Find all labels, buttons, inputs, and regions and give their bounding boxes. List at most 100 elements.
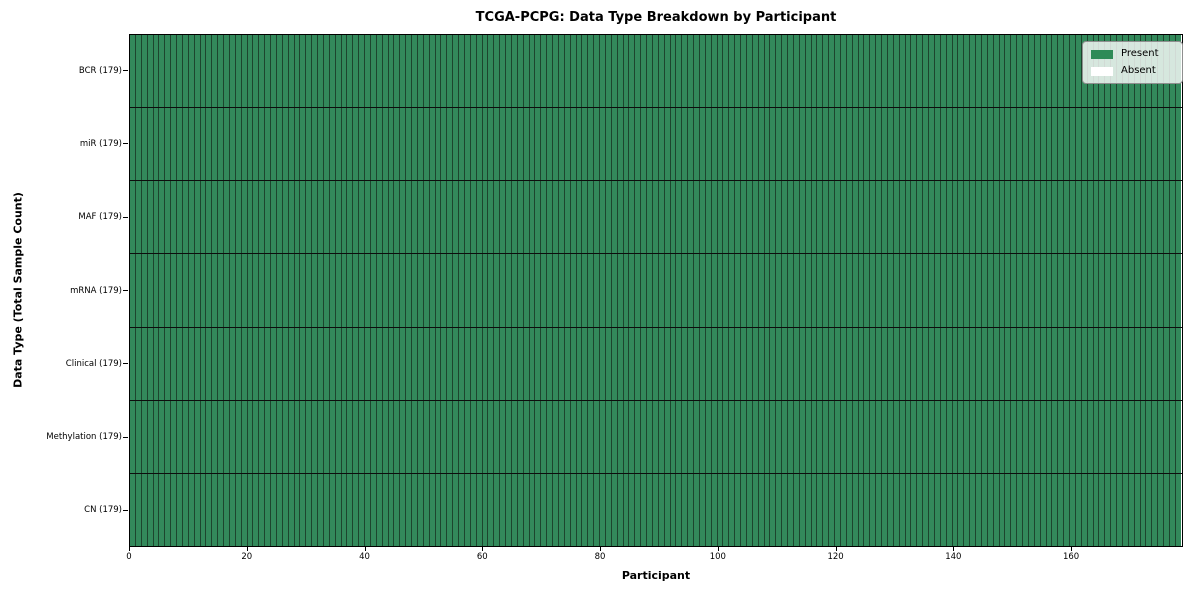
heatmap-cell <box>464 35 471 108</box>
heatmap-cell <box>1005 327 1012 400</box>
heatmap-cell <box>999 108 1006 181</box>
heatmap-cell <box>1093 327 1100 400</box>
heatmap-cell <box>576 400 583 473</box>
heatmap-cell <box>782 181 788 254</box>
heatmap-cell <box>177 327 183 400</box>
heatmap-cell <box>1122 327 1129 400</box>
heatmap-cell <box>893 327 900 400</box>
heatmap-cell <box>464 108 471 181</box>
heatmap-cell <box>147 327 154 400</box>
heatmap-cell <box>535 108 542 181</box>
heatmap-cell <box>300 473 307 546</box>
heatmap-cell <box>705 35 712 108</box>
heatmap-cell <box>464 181 471 254</box>
heatmap-cell <box>805 327 812 400</box>
heatmap-cell <box>271 181 277 254</box>
heatmap-cell <box>1134 254 1141 327</box>
heatmap-cell <box>611 327 618 400</box>
heatmap-cell <box>476 254 483 327</box>
heatmap-cell <box>341 108 348 181</box>
heatmap-cell <box>911 400 918 473</box>
heatmap-cell <box>934 327 941 400</box>
heatmap-cell <box>482 327 489 400</box>
heatmap-cell <box>688 400 694 473</box>
heatmap-cell <box>893 181 900 254</box>
heatmap-cell <box>529 327 536 400</box>
heatmap-cell <box>576 35 583 108</box>
heatmap-cell <box>1164 108 1170 181</box>
heatmap-cell <box>735 35 741 108</box>
legend-label: Present <box>1121 48 1159 59</box>
heatmap-cell <box>482 254 489 327</box>
heatmap-cell <box>664 327 671 400</box>
heatmap-cell <box>1164 254 1170 327</box>
heatmap-cell <box>682 254 689 327</box>
heatmap-cell <box>1169 473 1176 546</box>
heatmap-cell <box>1052 181 1059 254</box>
heatmap-cell <box>482 108 489 181</box>
heatmap-cell <box>746 108 753 181</box>
heatmap-cell <box>294 181 301 254</box>
heatmap-cell <box>793 35 800 108</box>
heatmap-cell <box>629 35 636 108</box>
heatmap-cell <box>177 108 183 181</box>
heatmap-cell <box>1011 108 1018 181</box>
heatmap-cell <box>999 327 1006 400</box>
heatmap-cell <box>600 254 606 327</box>
heatmap-cell <box>235 473 242 546</box>
heatmap-cell <box>1046 327 1053 400</box>
heatmap-cell <box>429 108 436 181</box>
heatmap-cell <box>1164 400 1170 473</box>
legend-label: Absent <box>1121 65 1156 76</box>
heatmap-cell <box>776 35 783 108</box>
heatmap-cell <box>294 400 301 473</box>
heatmap-cell <box>782 400 788 473</box>
heatmap-cell <box>917 35 924 108</box>
heatmap-cell <box>858 400 865 473</box>
heatmap-cell <box>476 35 483 108</box>
heatmap-cell <box>981 327 988 400</box>
heatmap-cell <box>523 35 530 108</box>
x-tick-label: 80 <box>594 552 606 562</box>
heatmap-cell <box>1075 108 1082 181</box>
heatmap-cell <box>541 327 548 400</box>
heatmap-cell <box>776 400 783 473</box>
heatmap-cell <box>1075 254 1082 327</box>
heatmap-cell <box>188 327 195 400</box>
heatmap-cell <box>776 327 783 400</box>
y-tick-mark <box>123 363 128 365</box>
heatmap-cell <box>212 473 219 546</box>
heatmap-cell <box>829 108 835 181</box>
heatmap-cell <box>723 108 730 181</box>
heatmap-row-Clinical <box>130 327 1182 401</box>
heatmap-cell <box>576 473 583 546</box>
heatmap-cell <box>635 473 642 546</box>
heatmap-cell <box>159 108 166 181</box>
heatmap-cell <box>165 473 172 546</box>
heatmap-cell <box>981 254 988 327</box>
heatmap-cell <box>1128 254 1135 327</box>
heatmap-cell <box>846 35 853 108</box>
heatmap-cell <box>999 254 1006 327</box>
heatmap-cell <box>899 108 906 181</box>
heatmap-cell <box>817 108 824 181</box>
heatmap-cell <box>482 473 489 546</box>
heatmap-cell <box>259 400 266 473</box>
heatmap-cell <box>576 327 583 400</box>
heatmap-cell <box>412 327 418 400</box>
heatmap-cell <box>970 400 976 473</box>
heatmap-cell <box>218 400 224 473</box>
heatmap-cell <box>135 400 142 473</box>
heatmap-cell <box>664 254 671 327</box>
heatmap-cell <box>200 181 207 254</box>
heatmap-cell <box>629 473 636 546</box>
heatmap-cell <box>1081 400 1088 473</box>
heatmap-cell <box>265 181 271 254</box>
heatmap-cell <box>705 108 712 181</box>
heatmap-cell <box>876 327 882 400</box>
heatmap-cell <box>735 108 741 181</box>
heatmap-cell <box>958 35 965 108</box>
heatmap-cell <box>523 254 530 327</box>
heatmap-cell <box>846 327 853 400</box>
heatmap-cell <box>1070 181 1076 254</box>
